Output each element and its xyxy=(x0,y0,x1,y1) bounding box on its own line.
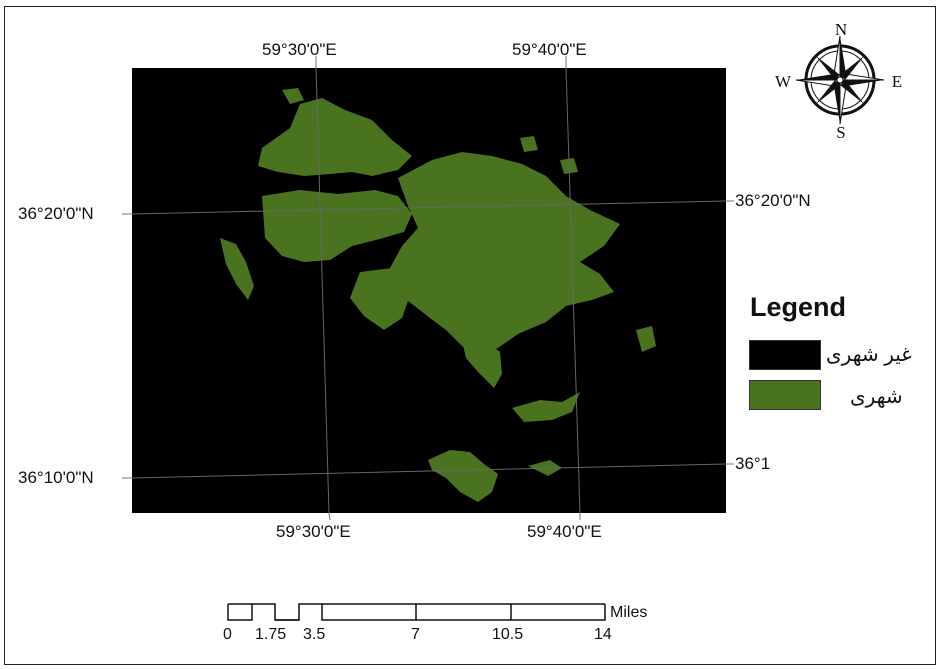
scale-tick-0: 0 xyxy=(223,626,232,643)
urban-patch-south xyxy=(428,450,498,502)
scale-tick-3: 7 xyxy=(411,626,420,643)
scale-tick-2: 3.5 xyxy=(303,626,326,643)
urban-patch-central xyxy=(390,152,620,356)
gridline-lat-1 xyxy=(131,200,727,215)
gridline-lon-1-bottom xyxy=(328,512,331,521)
coord-top-lon-1: 59°30'0"E xyxy=(262,40,337,59)
legend-label-non-urban: غیر شهری xyxy=(826,344,912,366)
coord-bottom-lon-1: 59°30'0"E xyxy=(276,522,351,541)
coord-right-lat-2: 36°1 xyxy=(735,454,771,473)
coord-right-lat-1: 36°20'0"N xyxy=(735,191,811,210)
legend-title: Legend xyxy=(750,292,847,322)
urban-patch-northeast-small xyxy=(520,136,538,152)
urban-patch-northwest-small xyxy=(282,88,304,104)
map-frame xyxy=(4,6,936,665)
scale-tick-4: 10.5 xyxy=(492,626,524,643)
urban-patch-southwest-arm xyxy=(350,268,412,330)
coord-left-lat-2: 36°10'0"N xyxy=(18,468,94,487)
scale-bar xyxy=(227,603,606,621)
legend-swatch-non-urban xyxy=(749,340,821,370)
graticule xyxy=(122,56,734,521)
gridline-lon-2 xyxy=(565,67,581,514)
compass-label-e: E xyxy=(892,72,902,91)
compass-label-n: N xyxy=(835,20,847,39)
urban-patch-north xyxy=(258,98,412,176)
coord-left-lat-1: 36°20'0"N xyxy=(18,204,94,223)
legend-swatch-urban xyxy=(749,380,821,410)
scale-tick-1: 1.75 xyxy=(255,626,287,643)
urban-areas xyxy=(220,88,656,502)
gridline-lon-1 xyxy=(315,67,330,514)
urban-patch-far-west xyxy=(220,238,254,300)
compass-rose-icon xyxy=(795,35,885,125)
compass-label-s: S xyxy=(836,123,845,142)
urban-patch-southern-lobe xyxy=(462,338,502,388)
scale-unit: Miles xyxy=(610,604,648,621)
urban-patch-southeast xyxy=(512,392,580,422)
urban-patch-east xyxy=(636,326,656,352)
gridline-lat-2 xyxy=(131,463,727,479)
legend-label-urban: شهری xyxy=(850,386,903,408)
urban-patch-west xyxy=(262,190,412,262)
coord-bottom-lon-2: 59°40'0"E xyxy=(527,522,602,541)
coord-top-lon-2: 59°40'0"E xyxy=(512,40,587,59)
scale-tick-5: 14 xyxy=(594,626,612,643)
compass-label-w: W xyxy=(775,72,792,91)
